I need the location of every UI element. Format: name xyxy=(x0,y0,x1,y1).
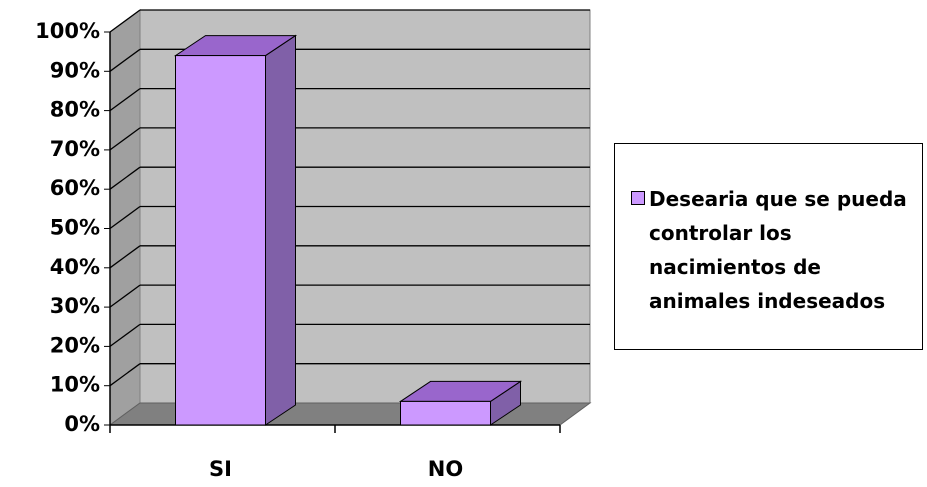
grid-line-side xyxy=(109,48,141,72)
legend-label: Desearia que se pueda controlar los naci… xyxy=(649,187,907,313)
y-tick-label: 90% xyxy=(50,58,100,82)
x-tick-label: NO xyxy=(428,457,463,481)
grid-line-side xyxy=(109,323,141,347)
bar-side xyxy=(265,34,296,426)
grid-line-side xyxy=(109,166,141,190)
y-tick-label: 70% xyxy=(50,137,100,161)
grid-line-side xyxy=(109,88,141,112)
grid-line-side xyxy=(109,9,141,33)
y-tick-label: 0% xyxy=(64,412,100,436)
y-tick-label: 80% xyxy=(50,98,100,122)
y-tick-label: 40% xyxy=(50,255,100,279)
grid-line-side xyxy=(109,363,141,387)
grid-line-side xyxy=(109,245,141,269)
grid-line-side xyxy=(109,127,141,151)
y-tick-label: 20% xyxy=(50,333,100,357)
grid-line-side xyxy=(109,284,141,308)
bar xyxy=(400,400,491,426)
y-tick-label: 50% xyxy=(50,216,100,240)
y-tick-label: 30% xyxy=(50,294,100,318)
y-tick-label: 10% xyxy=(50,373,100,397)
grid-line-side xyxy=(109,205,141,230)
legend-swatch xyxy=(631,191,645,205)
y-tick-label: 60% xyxy=(50,176,100,200)
x-tick-label: SI xyxy=(209,457,232,481)
bar xyxy=(175,55,266,426)
y-tick-label: 100% xyxy=(35,19,100,43)
legend: Desearia que se pueda controlar los naci… xyxy=(614,143,923,350)
